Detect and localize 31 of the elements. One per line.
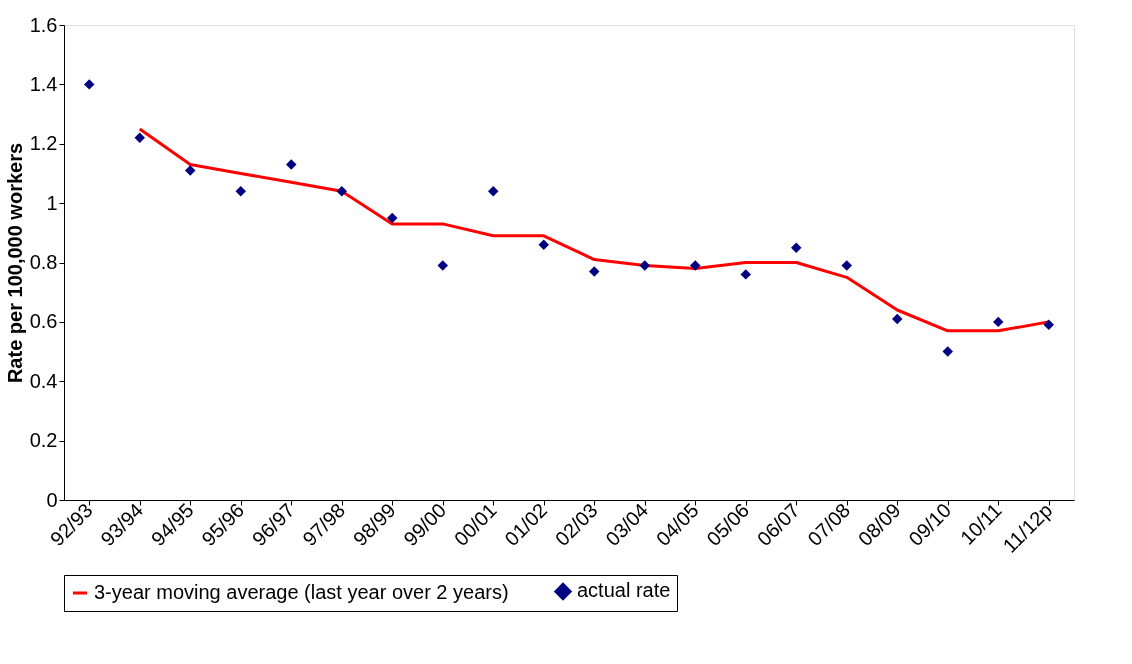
- point: [538, 239, 549, 250]
- point: [942, 346, 953, 357]
- y-tick-label: 0.8: [29, 251, 58, 273]
- point: [791, 242, 802, 253]
- point: [993, 316, 1004, 328]
- y-tick-label: 1.2: [29, 132, 58, 155]
- y-tick-label: 0.2: [29, 429, 58, 452]
- point: [185, 165, 196, 176]
- point: [134, 132, 145, 144]
- legend-label: actual rate: [577, 579, 671, 602]
- point: [387, 212, 398, 224]
- point: [690, 260, 701, 271]
- y-tick-label: 0.4: [29, 369, 58, 392]
- point: [488, 186, 499, 197]
- y-tick-label: 1.4: [29, 72, 58, 95]
- point: [84, 79, 95, 90]
- y-axis-title: Rate per 100,000 workers: [3, 142, 26, 384]
- legend-label: 3-year moving average (last year over 2 years): [94, 581, 509, 603]
- point: [286, 159, 297, 170]
- y-tick-label: 1: [46, 191, 58, 214]
- point: [892, 313, 903, 325]
- y-tick-label: 1.6: [29, 13, 58, 36]
- y-tick-label: 0.6: [29, 310, 58, 333]
- point: [235, 186, 246, 197]
- point: [437, 260, 448, 271]
- point: [841, 260, 852, 271]
- point: [639, 260, 650, 271]
- point: [740, 269, 751, 280]
- point: [1043, 319, 1054, 331]
- point: [336, 186, 347, 197]
- point: [589, 266, 600, 277]
